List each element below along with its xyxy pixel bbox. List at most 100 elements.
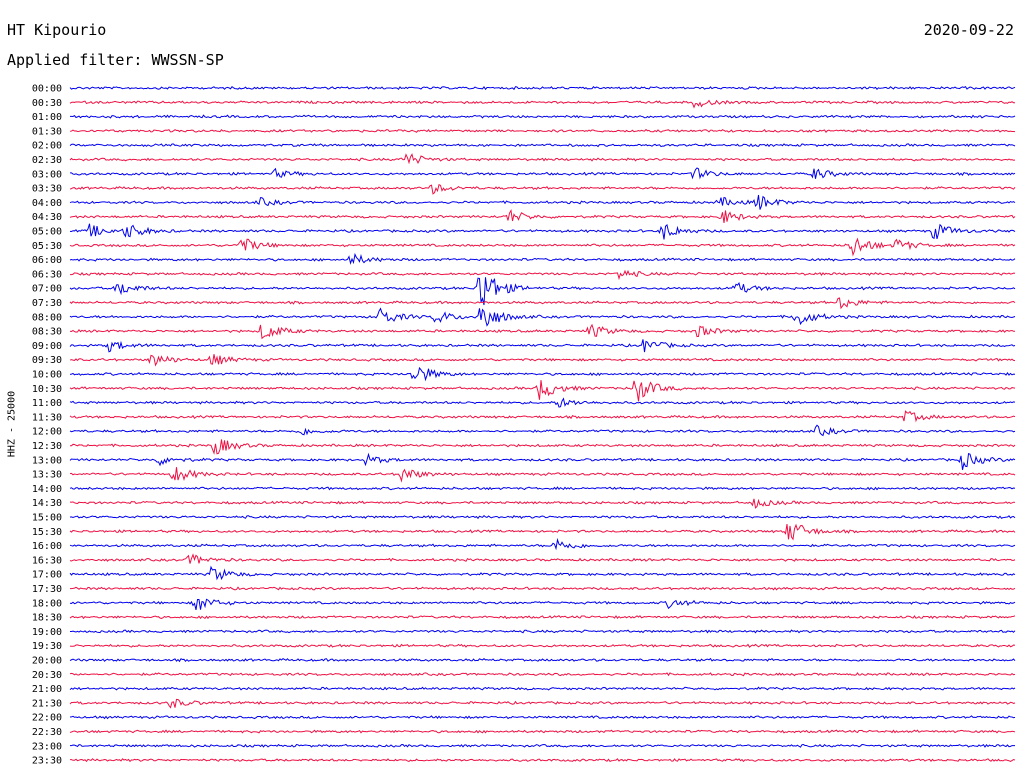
row-time-label: 08:00 [32, 312, 62, 323]
trace-row-1330 [69, 467, 1016, 483]
row-time-label: 00:30 [32, 98, 62, 109]
filter-label: Applied filter: WWSSN-SP [7, 51, 224, 69]
row-time-label: 07:00 [32, 284, 62, 295]
trace-row-1200 [69, 424, 1016, 437]
trace-row-1300 [69, 452, 1016, 470]
row-time-label: 06:00 [32, 255, 62, 266]
trace-row-0830 [69, 323, 1015, 340]
row-time-label: 19:30 [32, 641, 62, 652]
trace-row-1930 [69, 643, 1016, 648]
trace-row-0400 [69, 194, 1016, 210]
trace-row-0030 [69, 99, 1015, 109]
row-time-label: 03:30 [32, 184, 62, 195]
date-label: 2020-09-22 [923, 21, 1014, 39]
trace-row-0430 [69, 209, 1016, 223]
trace-row-1500 [69, 514, 1016, 520]
row-time-label: 01:30 [32, 126, 62, 137]
trace-row-1030 [69, 380, 1016, 402]
row-time-label: 04:30 [32, 212, 62, 223]
trace-row-0200 [69, 143, 1016, 148]
row-time-label: 16:30 [32, 555, 62, 566]
row-time-label: 03:00 [32, 169, 62, 180]
trace-row-1630 [69, 553, 1016, 564]
row-time-label: 23:30 [32, 756, 62, 767]
trace-row-0100 [70, 114, 1016, 119]
trace-row-0500 [69, 223, 1016, 240]
row-time-label: 05:00 [32, 227, 62, 238]
trace-row-2130 [69, 698, 1016, 709]
row-time-label: 22:00 [32, 713, 62, 724]
trace-row-0800 [69, 307, 1016, 327]
trace-row-1230 [69, 439, 1016, 455]
trace-row-1100 [69, 397, 1016, 408]
row-time-label: 09:00 [32, 341, 62, 352]
trace-row-0900 [69, 339, 1016, 353]
row-time-label: 09:30 [32, 355, 62, 366]
trace-row-0730 [69, 297, 1016, 310]
trace-row-0300 [69, 167, 1016, 180]
trace-row-0230 [69, 153, 1016, 165]
row-time-label: 00:00 [32, 84, 62, 95]
trace-row-0600 [69, 252, 1016, 265]
row-time-label: 01:00 [32, 112, 62, 123]
trace-row-1600 [69, 537, 1016, 551]
trace-row-0700 [69, 277, 1016, 306]
row-time-label: 15:30 [32, 527, 62, 538]
trace-row-1900 [69, 629, 1016, 634]
row-time-label: 16:00 [32, 541, 62, 552]
trace-row-1130 [69, 410, 1016, 423]
station-title: HT Kipourio [7, 21, 107, 39]
trace-row-2230 [69, 729, 1016, 734]
row-time-label: 14:00 [32, 484, 62, 495]
trace-row-1700 [69, 565, 1016, 581]
row-time-label: 20:00 [32, 656, 62, 667]
trace-row-2030 [69, 672, 1016, 677]
row-time-label: 10:00 [32, 370, 62, 381]
row-time-label: 23:00 [32, 741, 62, 752]
trace-row-0000 [69, 85, 1016, 91]
trace-row-2100 [69, 686, 1016, 691]
trace-row-1730 [69, 586, 1016, 591]
trace-row-2000 [69, 657, 1016, 663]
trace-row-1400 [69, 486, 1016, 491]
row-time-label: 07:30 [32, 298, 62, 309]
row-time-label: 22:30 [32, 727, 62, 738]
trace-row-2300 [70, 743, 1016, 748]
trace-row-0630 [69, 269, 1016, 281]
row-time-label: 12:00 [32, 427, 62, 438]
trace-row-0330 [69, 183, 1016, 195]
row-time-label: 13:00 [32, 455, 62, 466]
trace-row-1830 [69, 615, 1016, 620]
row-time-label: 02:00 [32, 141, 62, 152]
row-time-label: 21:00 [32, 684, 62, 695]
row-time-label: 18:30 [32, 613, 62, 624]
trace-row-2200 [69, 715, 1016, 720]
row-time-label: 17:00 [32, 570, 62, 581]
row-time-label: 20:30 [32, 670, 62, 681]
row-time-label: 12:30 [32, 441, 62, 452]
trace-row-0130 [69, 128, 1016, 133]
trace-row-1430 [69, 498, 1016, 509]
row-time-label: 13:30 [32, 470, 62, 481]
row-time-label: 05:30 [32, 241, 62, 252]
trace-row-0930 [69, 354, 1016, 367]
row-time-label: 17:30 [32, 584, 62, 595]
row-time-label: 04:00 [32, 198, 62, 209]
trace-row-1530 [69, 523, 1016, 541]
row-time-label: 10:30 [32, 384, 62, 395]
row-time-label: 11:30 [32, 412, 62, 423]
trace-row-1800 [69, 598, 1016, 611]
trace-row-2330 [69, 758, 1016, 763]
row-time-label: 15:00 [32, 513, 62, 524]
trace-row-1000 [69, 366, 1016, 382]
row-time-label: 18:00 [32, 598, 62, 609]
row-time-label: 08:30 [32, 327, 62, 338]
trace-row-0530 [69, 237, 1016, 257]
row-time-label: 14:30 [32, 498, 62, 509]
row-time-label: 19:00 [32, 627, 62, 638]
row-time-label: 11:00 [32, 398, 62, 409]
row-time-label: 21:30 [32, 698, 62, 709]
row-time-label: 02:30 [32, 155, 62, 166]
row-time-label: 06:30 [32, 269, 62, 280]
